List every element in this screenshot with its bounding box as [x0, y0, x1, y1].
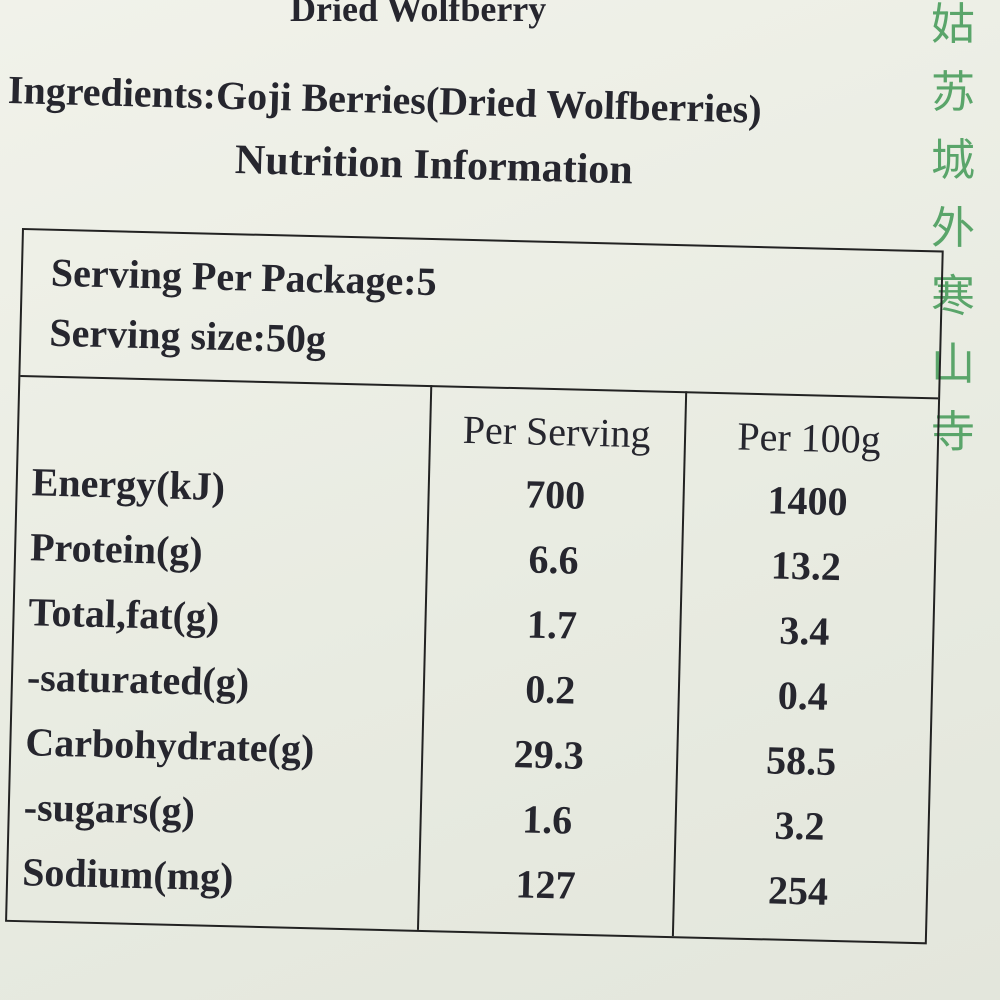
side-character: 苏	[931, 67, 975, 118]
per-100g-value: 58.5	[765, 737, 837, 785]
row-label: -saturated(g)	[26, 654, 250, 705]
serving-header: Serving Per Package:5 Serving size:50g	[20, 230, 942, 400]
side-text: 姑苏城外寒山寺	[918, 0, 988, 464]
side-character: 外	[931, 203, 975, 254]
per-serving-value: 127	[515, 861, 577, 908]
per-serving-value: 700	[524, 471, 586, 518]
per-serving-value: 1.6	[521, 796, 573, 843]
per-serving-value: 6.6	[528, 536, 580, 583]
ingredients: Ingredients:Goji Berries(Dried Wolfberri…	[7, 67, 763, 132]
per-100g-value: 3.4	[778, 607, 830, 654]
side-character: 寒	[931, 271, 975, 322]
side-character: 寺	[931, 407, 975, 458]
per-100g-value: 1400	[767, 477, 849, 525]
per-serving-value: 1.7	[526, 601, 578, 648]
per-100g-value: 13.2	[770, 542, 842, 590]
product-name: Dried Wolfberry	[290, 0, 547, 29]
column-divider	[671, 391, 688, 937]
serving-per-package: Serving Per Package:5	[50, 249, 438, 305]
row-label: Energy(kJ)	[31, 459, 226, 510]
nutrition-table: Serving Per Package:5 Serving size:50g P…	[5, 228, 944, 945]
row-label: -sugars(g)	[23, 784, 196, 834]
column-header: Per 100g	[736, 413, 882, 463]
serving-size: Serving size:50g	[48, 309, 327, 362]
per-100g-value: 0.4	[777, 672, 829, 719]
column-header: Per Serving	[462, 406, 652, 457]
section-title: Nutrition Information	[234, 137, 634, 194]
row-label: Sodium(mg)	[21, 849, 234, 900]
row-label: Carbohydrate(g)	[24, 719, 315, 772]
side-character: 姑	[931, 0, 975, 50]
row-label: Total,fat(g)	[28, 589, 220, 639]
per-serving-value: 29.3	[513, 731, 585, 778]
per-serving-value: 0.2	[524, 666, 576, 713]
row-label: Protein(g)	[29, 524, 204, 574]
per-100g-value: 254	[767, 867, 829, 914]
per-100g-value: 3.2	[774, 802, 826, 849]
column-divider	[416, 385, 433, 930]
side-character: 山	[931, 339, 975, 390]
side-character: 城	[931, 135, 975, 186]
